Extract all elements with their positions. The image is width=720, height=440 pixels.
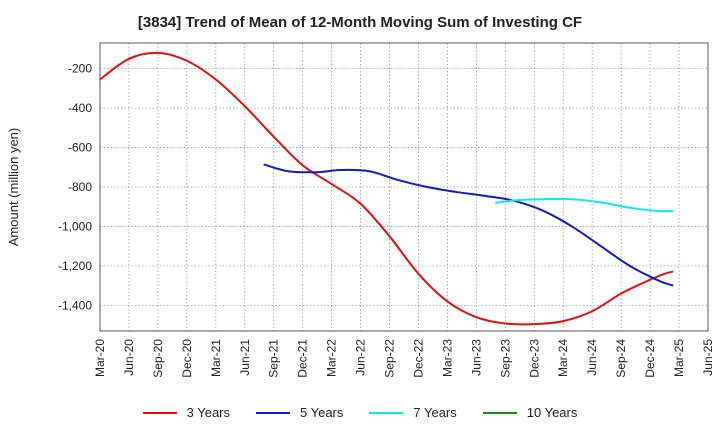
x-tick-label: Mar-23 bbox=[440, 339, 454, 377]
x-tick-label: Jun-23 bbox=[469, 339, 483, 376]
x-tick-label: Sep-21 bbox=[267, 339, 281, 378]
plot-area bbox=[100, 43, 708, 331]
legend-item-10-years: 10 Years bbox=[482, 405, 578, 420]
legend-swatch-10-years bbox=[482, 411, 517, 414]
y-axis-label: Amount (million yen) bbox=[6, 128, 21, 247]
legend-swatch-3-years bbox=[142, 411, 177, 414]
chart-title: [3834] Trend of Mean of 12-Month Moving … bbox=[137, 14, 583, 31]
x-tick-label: Dec-24 bbox=[643, 339, 657, 378]
series-line-7-years bbox=[495, 197, 674, 213]
y-tick-label: -800 bbox=[68, 180, 92, 194]
legend-label-10-years: 10 Years bbox=[526, 405, 578, 420]
x-tick-label: Sep-24 bbox=[614, 339, 628, 378]
x-tick-label: Mar-22 bbox=[325, 339, 339, 377]
legend-item-3-years: 3 Years bbox=[142, 405, 230, 420]
x-tick-label: Jun-21 bbox=[238, 339, 252, 376]
chart-legend: 3 Years 5 Years 7 Years 10 Years bbox=[0, 405, 720, 420]
legend-item-7-years: 7 Years bbox=[369, 405, 457, 420]
x-tick-label: Jun-25 bbox=[701, 339, 715, 376]
series-line-5-years bbox=[263, 163, 674, 287]
legend-item-5-years: 5 Years bbox=[256, 405, 343, 420]
x-tick-label: Jun-22 bbox=[354, 339, 368, 376]
y-tick-label: -1,400 bbox=[58, 298, 92, 312]
x-tick-label: Jun-24 bbox=[585, 339, 599, 376]
x-tick-label: Mar-21 bbox=[209, 339, 223, 377]
x-tick-label: Dec-22 bbox=[411, 339, 425, 378]
x-tick-label: Mar-24 bbox=[556, 339, 570, 377]
plot-frame bbox=[99, 42, 709, 332]
x-tick-label: Sep-20 bbox=[151, 339, 165, 378]
legend-swatch-5-years bbox=[256, 411, 290, 414]
legend-label-7-years: 7 Years bbox=[413, 405, 457, 420]
x-tick-label: Dec-23 bbox=[527, 339, 541, 378]
legend-label-3-years: 3 Years bbox=[186, 405, 230, 420]
x-tick-label: Sep-23 bbox=[498, 339, 512, 378]
x-tick-label: Jun-20 bbox=[122, 339, 136, 376]
y-tick-label: -1,000 bbox=[58, 219, 92, 233]
y-tick-label: -400 bbox=[68, 101, 92, 115]
x-tick-label: Sep-22 bbox=[383, 339, 397, 378]
x-tick-label: Dec-20 bbox=[180, 339, 194, 378]
series-line-3-years bbox=[99, 51, 674, 326]
y-tick-label: -600 bbox=[68, 141, 92, 155]
y-tick-label: -1,200 bbox=[58, 259, 92, 273]
legend-swatch-7-years bbox=[369, 411, 404, 414]
y-tick-label: -200 bbox=[68, 62, 92, 76]
legend-label-5-years: 5 Years bbox=[300, 405, 344, 420]
x-tick-label: Dec-21 bbox=[296, 339, 310, 378]
x-tick-label: Mar-25 bbox=[672, 339, 686, 377]
x-tick-label: Mar-20 bbox=[93, 339, 107, 377]
